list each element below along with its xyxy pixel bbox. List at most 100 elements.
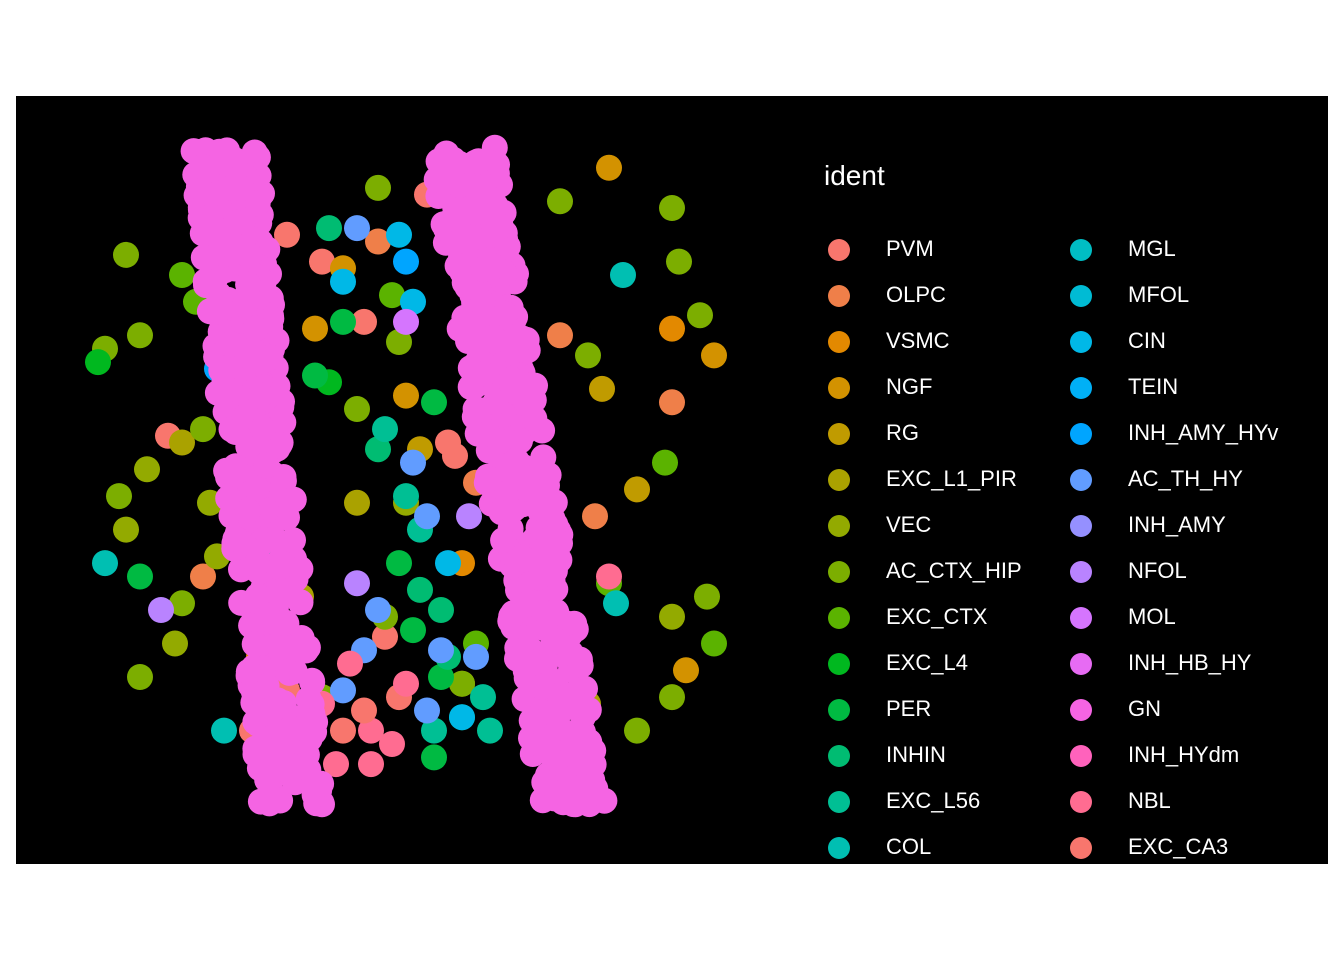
data-point <box>430 211 457 238</box>
legend-key-dot <box>1070 653 1092 675</box>
data-point <box>235 271 262 298</box>
data-point <box>547 188 573 215</box>
data-point <box>106 483 132 510</box>
data-point <box>701 630 727 657</box>
data-point <box>244 582 271 609</box>
data-point <box>428 664 454 690</box>
data-point <box>400 449 426 476</box>
data-point <box>694 583 720 610</box>
data-point <box>344 489 370 516</box>
data-point <box>299 669 326 696</box>
data-point <box>400 617 426 644</box>
legend-key-dot <box>1070 837 1092 859</box>
data-point <box>213 457 240 484</box>
data-point <box>477 717 503 744</box>
legend-label: AC_CTX_HIP <box>886 558 1022 583</box>
legend-label: INH_AMY_HYv <box>1128 420 1279 445</box>
data-point <box>273 757 300 783</box>
data-point <box>217 331 244 358</box>
data-point <box>127 664 153 690</box>
data-point <box>393 308 419 335</box>
data-point <box>456 503 482 530</box>
data-point <box>490 527 517 554</box>
legend-item: INH_HYdm <box>1066 742 1306 790</box>
data-point <box>567 750 594 777</box>
data-point <box>528 495 555 522</box>
data-point <box>169 262 195 288</box>
legend-key-dot <box>1070 607 1092 629</box>
data-point <box>428 637 454 664</box>
data-point <box>235 658 262 685</box>
data-point <box>603 590 629 617</box>
legend-key-dot <box>828 837 850 859</box>
data-point <box>428 597 454 623</box>
legend-key-dot <box>1070 285 1092 307</box>
legend-key-dot <box>1070 469 1092 491</box>
data-point <box>482 326 509 353</box>
legend-label: CIN <box>1128 328 1166 353</box>
legend-key-dot <box>828 377 850 399</box>
data-point <box>365 174 391 201</box>
data-point <box>589 375 615 402</box>
legend-key-dot <box>828 607 850 629</box>
data-point <box>454 310 481 337</box>
data-point <box>528 673 555 700</box>
legend-item: AC_CTX_HIP <box>824 558 1064 606</box>
data-point <box>517 476 544 502</box>
data-point <box>190 416 216 443</box>
data-point <box>463 643 489 670</box>
data-point <box>330 717 356 744</box>
data-point <box>254 345 281 372</box>
data-point <box>197 204 224 230</box>
data-point <box>454 274 481 300</box>
data-point <box>421 717 447 744</box>
data-point <box>508 370 535 397</box>
legend-item: MOL <box>1066 604 1306 652</box>
data-point <box>127 322 153 349</box>
data-point <box>439 152 466 178</box>
data-point <box>185 173 212 200</box>
data-point <box>169 429 195 456</box>
legend-key-dot <box>1070 331 1092 353</box>
data-point <box>236 242 263 269</box>
data-point <box>241 631 268 658</box>
data-point <box>549 696 576 723</box>
legend-label: EXC_L56 <box>886 788 981 813</box>
data-point <box>673 657 699 684</box>
legend-label: INHIN <box>886 742 946 767</box>
legend-label: INH_HYdm <box>1128 742 1240 767</box>
legend-label: INH_AMY <box>1128 512 1226 537</box>
legend-label: VSMC <box>886 328 950 353</box>
data-point <box>444 252 471 279</box>
data-point <box>476 465 502 492</box>
data-point <box>531 769 558 796</box>
legend-label: EXC_CA3 <box>1128 834 1229 859</box>
data-point <box>487 213 514 240</box>
data-point <box>596 154 622 181</box>
legend-key-dot <box>828 469 850 491</box>
data-point <box>386 329 412 355</box>
data-point <box>365 228 391 255</box>
data-point <box>535 548 562 575</box>
data-point <box>244 190 271 217</box>
data-point <box>659 389 685 416</box>
legend-key-dot <box>828 699 850 721</box>
data-point <box>435 550 461 577</box>
plot-panel: ident PVM OLPC VSMC NGF RG EXC_L1_PIR VEC AC_CT… <box>16 96 1328 864</box>
data-point <box>414 697 440 724</box>
data-point <box>162 630 188 657</box>
legend-key-dot <box>828 791 850 813</box>
data-point <box>302 362 328 389</box>
legend-label: EXC_L4 <box>886 650 968 675</box>
data-point <box>264 693 291 720</box>
data-point <box>266 572 293 599</box>
legend-label: INH_HB_HY <box>1128 650 1252 675</box>
data-point <box>386 221 412 248</box>
data-point <box>582 503 608 530</box>
data-point <box>414 503 440 530</box>
data-point <box>215 485 242 512</box>
data-point <box>190 563 216 590</box>
data-point <box>386 550 412 577</box>
data-point <box>538 601 565 628</box>
data-point <box>231 292 258 319</box>
